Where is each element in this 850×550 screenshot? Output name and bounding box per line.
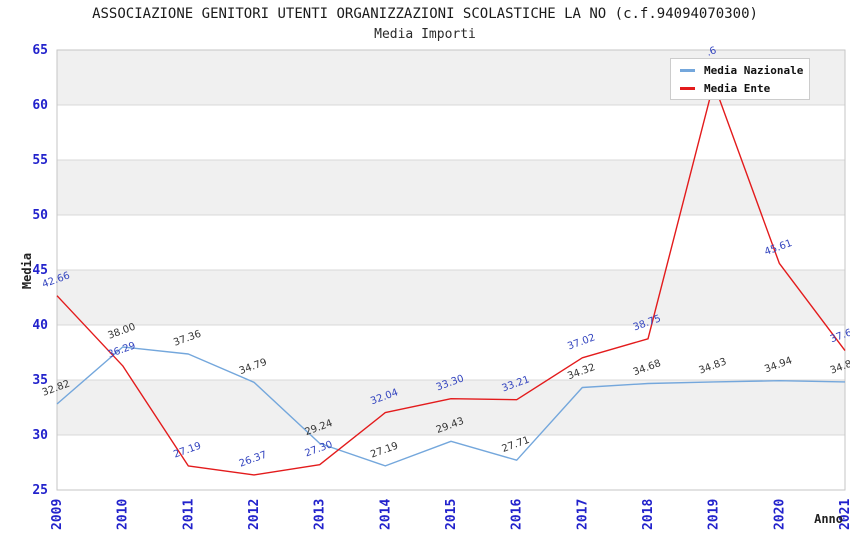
x-tick-label: 2013 — [313, 499, 328, 530]
data-label: 36.29 — [106, 340, 137, 360]
legend: Media Nazionale Media Ente — [670, 58, 810, 100]
peak-label-fragment: .6 — [705, 45, 718, 59]
plot-band — [57, 160, 845, 215]
legend-label-ente: Media Ente — [704, 81, 771, 95]
x-tick-label: 2015 — [444, 499, 459, 530]
x-tick-label: 2011 — [181, 499, 196, 530]
data-label: 26.37 — [238, 450, 269, 470]
legend-swatch-nazionale-icon — [680, 68, 695, 72]
data-label: 34.68 — [632, 358, 663, 378]
y-tick-label: 25 — [32, 483, 48, 498]
data-label: 34.83 — [829, 356, 850, 376]
y-tick-label: 60 — [32, 98, 48, 113]
data-label: 27.71 — [500, 435, 531, 455]
y-tick-label: 65 — [32, 43, 48, 58]
data-label: 27.19 — [172, 440, 203, 460]
data-label: 37.67 — [829, 325, 850, 345]
legend-label-nazionale: Media Nazionale — [704, 63, 804, 77]
y-tick-label: 55 — [32, 153, 48, 168]
x-tick-label: 2020 — [772, 499, 787, 530]
legend-item-media-nazionale[interactable]: Media Nazionale — [680, 64, 809, 77]
x-tick-label: 2017 — [575, 499, 590, 530]
chart-title: ASSOCIAZIONE GENITORI UTENTI ORGANIZZAZI… — [92, 6, 758, 22]
plot-border — [56, 49, 846, 491]
plot-band — [57, 380, 845, 435]
chart-subtitle: Media Importi — [374, 27, 476, 42]
x-tick-label: 2009 — [50, 499, 65, 530]
data-label: 34.94 — [763, 355, 794, 375]
data-label: 34.79 — [238, 357, 269, 377]
y-tick-label: 40 — [32, 318, 48, 333]
y-tick-label: 45 — [32, 263, 48, 278]
y-axis-title: Media — [20, 252, 34, 290]
data-label: 27.19 — [369, 440, 400, 460]
x-tick-label: 2012 — [247, 499, 262, 530]
x-tick-label: 2021 — [838, 499, 850, 530]
x-axis-title: Anno — [814, 512, 843, 526]
data-label: 34.83 — [697, 356, 728, 376]
data-label: 37.36 — [172, 329, 203, 349]
plot-band — [57, 270, 845, 325]
x-tick-label: 2016 — [510, 499, 525, 530]
x-tick-label: 2014 — [378, 499, 393, 530]
x-tick-label: 2018 — [641, 499, 656, 530]
y-tick-label: 30 — [32, 428, 48, 443]
x-tick-label: 2019 — [707, 499, 722, 530]
legend-item-media-ente[interactable]: Media Ente — [680, 82, 809, 95]
data-label: 37.02 — [566, 332, 597, 352]
y-tick-label: 50 — [32, 208, 48, 223]
x-tick-label: 2010 — [116, 499, 131, 530]
media-nazionale-line — [56, 346, 846, 467]
data-label: 45.61 — [763, 238, 794, 258]
legend-swatch-ente-icon — [680, 86, 695, 90]
y-tick-label: 35 — [32, 373, 48, 388]
